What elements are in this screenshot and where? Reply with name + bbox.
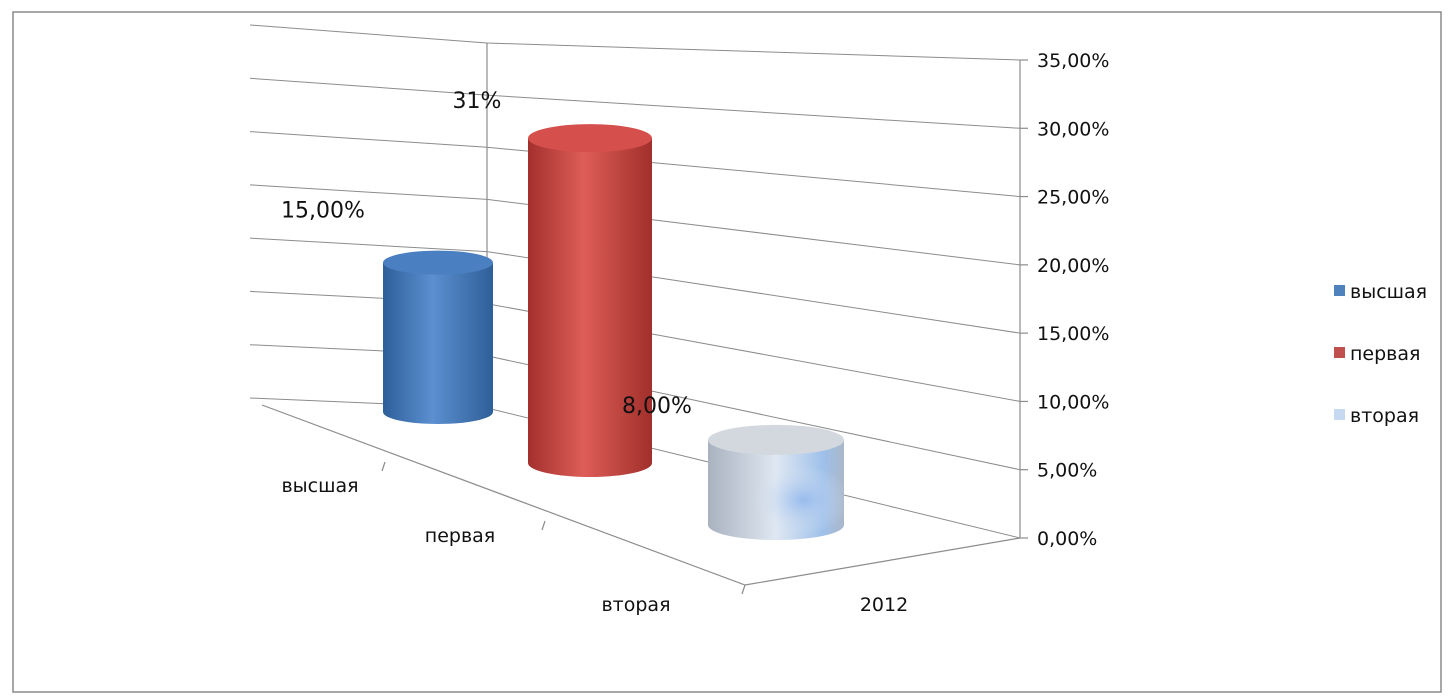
- legend-label: первая: [1350, 343, 1420, 365]
- data-label: 8,00%: [622, 394, 692, 419]
- cylinder-top: [528, 124, 652, 153]
- series-axis-label: 2012: [860, 594, 908, 616]
- cylinder-body: [383, 262, 493, 424]
- cylinders: [383, 124, 844, 540]
- legend-swatch: [1334, 409, 1345, 420]
- y-tick-labels: 0,00% 5,00% 10,00% 15,00% 20,00% 25,00% 30,00%…: [1020, 50, 1109, 550]
- legend-label: высшая: [1350, 281, 1427, 303]
- category-label: вторая: [601, 594, 670, 616]
- legend-label: вторая: [1350, 405, 1419, 427]
- legend-swatch: [1334, 285, 1345, 296]
- y-tick-label: 30,00%: [1037, 118, 1109, 140]
- category-tick: [381, 461, 386, 472]
- y-tick-label: 35,00%: [1037, 50, 1109, 72]
- data-labels: 15,00% 31% 8,00%: [281, 89, 692, 419]
- y-tick-label: 5,00%: [1037, 460, 1097, 482]
- y-tick-label: 0,00%: [1037, 528, 1097, 550]
- data-label: 31%: [453, 89, 502, 114]
- chart-border: [12, 11, 1442, 693]
- category-label: первая: [425, 525, 495, 547]
- legend-swatch: [1334, 347, 1345, 358]
- category-labels: высшая первая вторая: [281, 461, 746, 616]
- category-label: высшая: [281, 475, 358, 497]
- category-tick: [741, 584, 746, 595]
- data-label: 15,00%: [281, 199, 365, 224]
- cylinder-bar: [528, 124, 652, 478]
- y-tick-label: 15,00%: [1037, 323, 1109, 345]
- cylinder-bar: [708, 424, 844, 540]
- y-tick-label: 20,00%: [1037, 255, 1109, 277]
- category-tick: [541, 520, 546, 531]
- cylinder-bar: [383, 250, 493, 424]
- cylinder-highlight: [708, 439, 844, 540]
- cylinder-top: [383, 250, 493, 275]
- cylinder-top: [708, 424, 844, 455]
- y-tick-label: 10,00%: [1037, 391, 1109, 413]
- y-tick-label: 25,00%: [1037, 187, 1109, 209]
- cylinder-body: [528, 138, 652, 478]
- legend: высшая первая вторая: [1334, 281, 1427, 427]
